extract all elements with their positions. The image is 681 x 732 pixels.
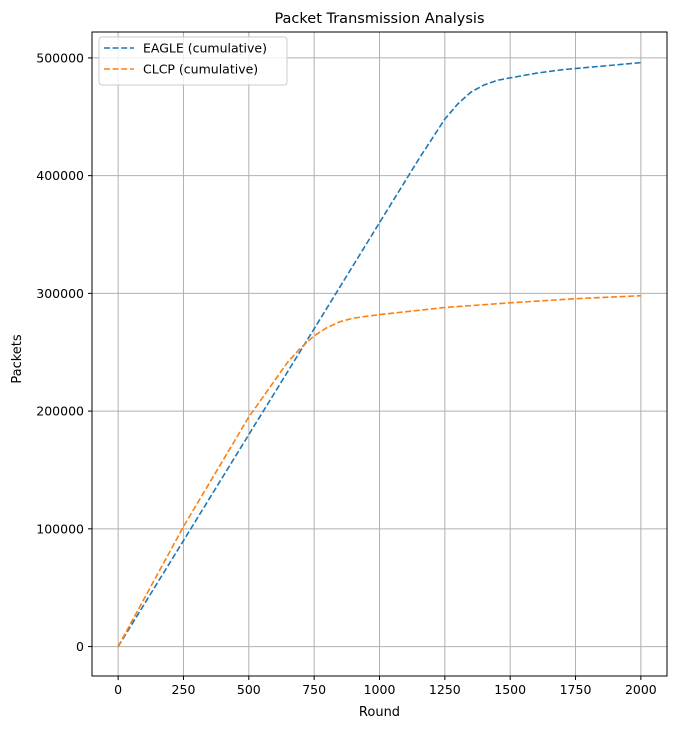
y-tick-label: 100000 [36, 521, 84, 536]
x-tick-label: 1750 [560, 682, 592, 697]
legend-label-clcp: CLCP (cumulative) [143, 62, 258, 77]
x-tick-label: 750 [302, 682, 326, 697]
x-tick-label: 2000 [625, 682, 657, 697]
y-tick-label: 300000 [36, 286, 84, 301]
x-tick-label: 0 [114, 682, 122, 697]
series-line-clcp [117, 294, 641, 647]
legend-box [98, 36, 288, 86]
y-axis-label: Packets [10, 334, 25, 384]
grid [92, 32, 667, 676]
y-tick-label: 500000 [36, 50, 84, 65]
x-tick-label: 250 [172, 682, 196, 697]
series-lines [117, 61, 641, 648]
x-tick-label: 1000 [364, 682, 396, 697]
chart-title: Packet Transmission Analysis [274, 11, 484, 27]
legend-label-eagle: EAGLE (cumulative) [143, 41, 267, 56]
y-tick-label: 0 [76, 639, 84, 654]
x-tick-label: 1250 [429, 682, 461, 697]
x-tick-label: 500 [237, 682, 261, 697]
axis-ticks: 0 250 500 750 1000 1250 1500 1750 2000 0 100000 200… [36, 50, 657, 697]
series-line-eagle [117, 61, 641, 648]
y-tick-label: 200000 [36, 404, 84, 419]
x-axis-label: Round [359, 705, 400, 720]
legend: EAGLE (cumulative) CLCP (cumulative) [98, 36, 288, 86]
x-tick-label: 1500 [494, 682, 526, 697]
y-tick-label: 400000 [36, 168, 84, 183]
